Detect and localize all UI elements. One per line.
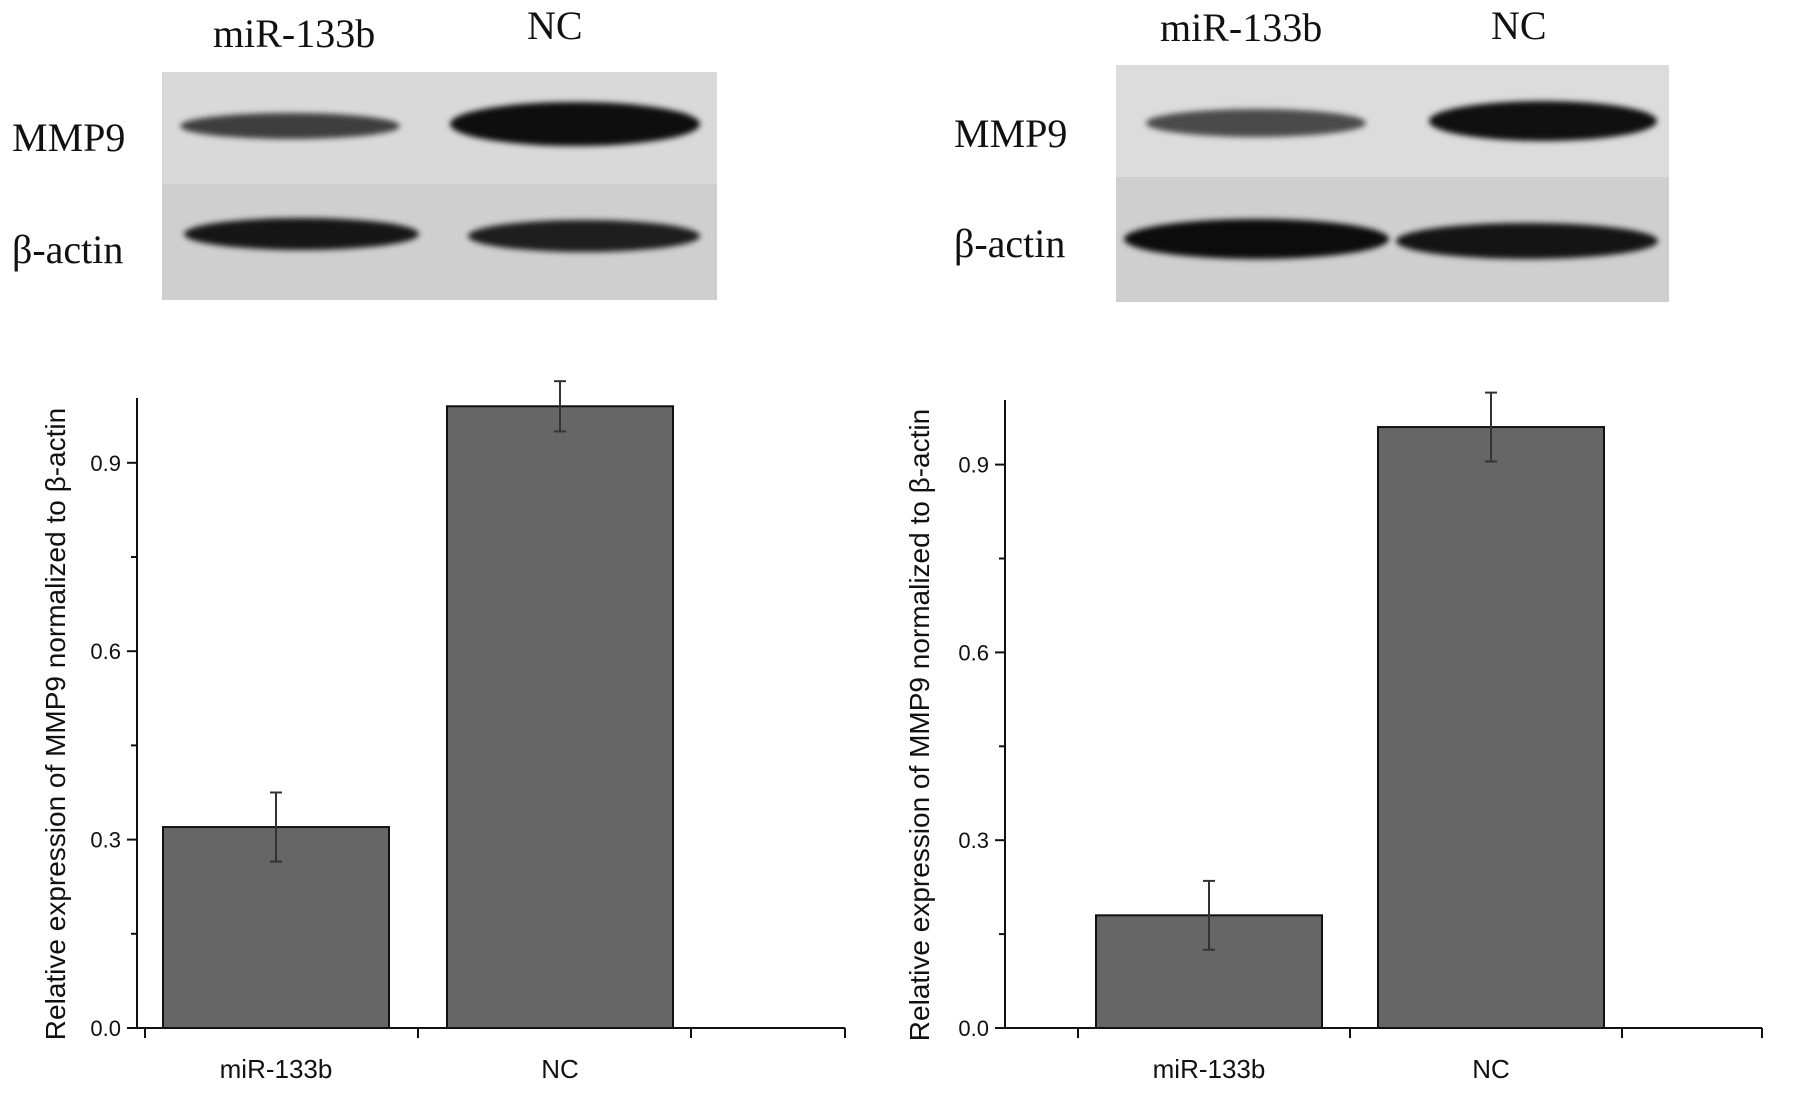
blot-band-mmp9-nc — [450, 102, 700, 146]
x-tick-label: miR-133b — [220, 1054, 333, 1084]
blot-lane-label-mir133b: miR-133b — [213, 11, 376, 56]
blot-row-label-mmp9: MMP9 — [954, 111, 1068, 156]
y-tick-label: 0.6 — [958, 640, 989, 665]
panel-left: miR-133b NC MMP9 β-actin 0.0 0.3 0.6 0.9 miR… — [0, 0, 897, 1098]
y-tick-label: 0.6 — [90, 639, 121, 664]
y-tick-label: 0.9 — [958, 453, 989, 478]
western-blot-image — [1116, 65, 1669, 302]
x-tick-label: miR-133b — [1153, 1054, 1266, 1084]
x-tick-label: NC — [1472, 1054, 1510, 1084]
bar-chart-left: 0.0 0.3 0.6 0.9 miR-133b NC Relative expressio… — [40, 380, 846, 1084]
bar-nc — [446, 405, 674, 1029]
y-tick-label: 0.0 — [958, 1016, 989, 1041]
y-tick-label: 0.3 — [90, 828, 121, 853]
y-tick-label: 0.9 — [90, 451, 121, 476]
error-bar-mir-133b — [1203, 879, 1215, 951]
blot-lane-label-nc: NC — [1491, 3, 1547, 48]
bar-chart-right: 0.0 0.3 0.6 0.9 miR-133b NC Relative expressio… — [904, 391, 1763, 1084]
blot-strip-mmp9 — [162, 72, 717, 184]
y-axis-title: Relative expression of MMP9 normalized t… — [40, 408, 71, 1040]
error-bar-nc — [554, 380, 566, 433]
blot-band-mmp9-nc — [1429, 101, 1657, 141]
blot-band-actin-nc — [468, 220, 700, 252]
blot-strip-beta-actin — [162, 184, 717, 300]
y-tick-label: 0.3 — [958, 828, 989, 853]
x-tick-label: NC — [541, 1054, 579, 1084]
panel-right: miR-133b NC MMP9 β-actin 0.0 0.3 0.6 0.9 miR… — [897, 0, 1794, 1098]
blot-strip-mmp9 — [1116, 65, 1669, 177]
blot-row-label-beta-actin: β-actin — [954, 221, 1066, 266]
blot-strip-beta-actin — [1116, 177, 1669, 302]
blot-row-label-beta-actin: β-actin — [12, 227, 124, 272]
blot-band-actin-nc — [1396, 223, 1658, 259]
bar-nc — [1377, 426, 1605, 1030]
blot-lane-label-nc: NC — [527, 3, 583, 48]
blot-row-label-mmp9: MMP9 — [12, 115, 126, 160]
error-bar-mir-133b — [270, 791, 282, 863]
blot-band-mmp9-mir133b — [1146, 109, 1366, 137]
blot-band-actin-mir133b — [184, 218, 419, 250]
error-bar-nc — [1485, 391, 1497, 463]
blot-lane-label-mir133b: miR-133b — [1160, 5, 1323, 50]
blot-band-actin-mir133b — [1124, 219, 1389, 259]
y-tick-label: 0.0 — [90, 1016, 121, 1041]
y-axis-title: Relative expression of MMP9 normalized t… — [904, 409, 935, 1041]
blot-band-mmp9-mir133b — [180, 113, 400, 139]
western-blot-image — [162, 72, 717, 300]
